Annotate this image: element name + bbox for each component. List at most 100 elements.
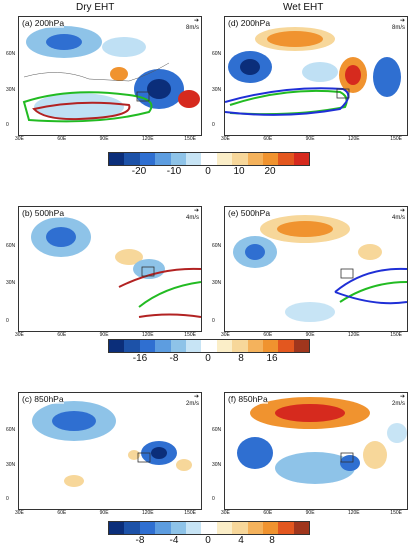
lat-tick-label: 30N — [212, 280, 222, 287]
panel-a: (a) 200hPa ➔ 8m/s — [18, 16, 202, 136]
lat-tick-label: 60N — [212, 426, 222, 433]
lon-tick-label: 60E — [263, 136, 273, 142]
cb2-label-4: 16 — [266, 353, 278, 364]
shade-red-d1 — [345, 65, 361, 85]
lat-tick-label: 30N — [6, 461, 16, 468]
lon-tick-label: 30E — [15, 510, 24, 516]
lon-tick-label: 150E — [184, 136, 196, 142]
panel-c-ref: ➔ 2m/s — [185, 394, 199, 407]
lon-tick-label: 150E — [184, 332, 196, 338]
lon-tick-label: 30E — [15, 332, 24, 338]
cb1-label-1: -10 — [166, 166, 182, 177]
cb3-label-2: 0 — [205, 535, 211, 546]
lon-tick-label: 60E — [57, 510, 67, 516]
panel-f-map — [237, 397, 407, 484]
shade-blue-d2 — [240, 59, 260, 75]
lon-tick-label: 30E — [15, 136, 24, 142]
panel-b-label: (b) 500hPa — [22, 208, 65, 218]
lon-tick-label: 90E — [305, 510, 315, 516]
lon-tick-label: 30E — [221, 332, 230, 338]
region-box-d — [336, 88, 350, 99]
lon-tick-label: 150E — [184, 510, 196, 516]
lon-tick-label: 120E — [347, 510, 360, 516]
lat-tick-label: 30N — [212, 461, 222, 468]
contour-blue-d — [225, 87, 350, 116]
cb3-label-0: -8 — [135, 535, 145, 546]
lon-tick-label: 90E — [305, 136, 315, 142]
panel-c: (c) 850hPa ➔ 2m/s — [18, 392, 202, 510]
lat-tick-label: 30N — [6, 280, 16, 287]
dry-eht-title: Dry EHT — [76, 2, 115, 13]
colorbar-3 — [108, 521, 310, 535]
lat-tick-label: 60N — [6, 243, 16, 250]
shade-blue-d4 — [373, 57, 401, 97]
cb1-label-0: -20 — [131, 166, 147, 177]
panel-d-map — [225, 27, 401, 116]
panel-c-label: (c) 850hPa — [22, 394, 64, 404]
lat-tick-label: 60N — [6, 51, 16, 58]
panel-d-ref: ➔ 8m/s — [391, 18, 405, 31]
shade-blue-a3 — [102, 37, 146, 57]
lat-tick-label: 30N — [212, 86, 222, 93]
cb2-label-1: -8 — [169, 353, 179, 364]
wet-eht-title: Wet EHT — [283, 2, 324, 13]
cb2-label-3: 8 — [238, 353, 244, 364]
cb3-label-3: 4 — [238, 535, 244, 546]
shade-orange-d1 — [267, 31, 323, 47]
lat-tick-label: 0 — [212, 496, 215, 503]
lon-tick-label: 120E — [141, 510, 154, 516]
panel-e-ref: ➔ 4m/s — [391, 208, 405, 221]
lat-tick-label: 60N — [212, 51, 222, 58]
lat-tick-label: 0 — [6, 496, 9, 503]
cb3-label-4: 8 — [269, 535, 275, 546]
panel-b-ref: ➔ 4m/s — [185, 208, 199, 221]
region-box-a — [136, 91, 150, 102]
panel-e: (e) 500hPa ➔ 4m/s — [224, 206, 408, 332]
lon-tick-label: 120E — [141, 136, 154, 142]
lat-tick-label: 0 — [6, 317, 9, 324]
colorbar-2 — [108, 339, 310, 353]
colorbar-1 — [108, 152, 310, 166]
cb1-label-2: 0 — [205, 166, 211, 177]
lon-tick-label: 60E — [263, 510, 273, 516]
contour-green-a — [22, 91, 153, 123]
panel-e-label: (e) 500hPa — [228, 208, 271, 218]
panel-d-label: (d) 200hPa — [228, 18, 271, 28]
lat-tick-label: 0 — [212, 317, 215, 324]
panel-a-ref: ➔ 8m/s — [185, 18, 199, 31]
lon-tick-label: 120E — [347, 332, 360, 338]
lat-tick-label: 30N — [6, 86, 16, 93]
panel-a-label: (a) 200hPa — [22, 18, 65, 28]
cb2-label-0: -16 — [132, 353, 148, 364]
shade-blue-d3 — [302, 62, 338, 82]
coastline-a — [23, 62, 170, 82]
lat-tick-label: 60N — [212, 243, 222, 250]
lon-tick-label: 60E — [57, 332, 67, 338]
lat-tick-label: 0 — [212, 122, 215, 129]
panel-b-map — [31, 217, 201, 318]
lon-tick-label: 90E — [99, 136, 109, 142]
lon-tick-label: 60E — [263, 332, 273, 338]
lon-tick-label: 90E — [99, 332, 109, 338]
shade-blue-a5 — [147, 79, 171, 99]
lon-tick-label: 60E — [57, 136, 67, 142]
shade-orange-a1 — [110, 67, 128, 81]
panel-b: (b) 500hPa ➔ 4m/s — [18, 206, 202, 332]
panel-f-label: (f) 850hPa — [228, 394, 268, 404]
panel-e-map — [233, 215, 407, 322]
lon-tick-label: 120E — [141, 332, 154, 338]
lon-tick-label: 150E — [390, 510, 402, 516]
contour-red-a — [32, 101, 131, 121]
lon-tick-label: 150E — [390, 136, 402, 142]
shade-blue-a6 — [34, 93, 124, 121]
panel-f-ref: ➔ 2m/s — [391, 394, 405, 407]
cb2-label-2: 0 — [205, 353, 211, 364]
contour-red-b — [118, 267, 201, 288]
panel-d: (d) 200hPa ➔ 8m/s — [224, 16, 408, 136]
lon-tick-label: 90E — [305, 332, 315, 338]
panel-a-map — [22, 26, 200, 123]
shade-blue-a2 — [46, 34, 82, 50]
lon-tick-label: 90E — [99, 510, 109, 516]
cb3-label-1: -4 — [169, 535, 179, 546]
lon-tick-label: 30E — [221, 510, 230, 516]
